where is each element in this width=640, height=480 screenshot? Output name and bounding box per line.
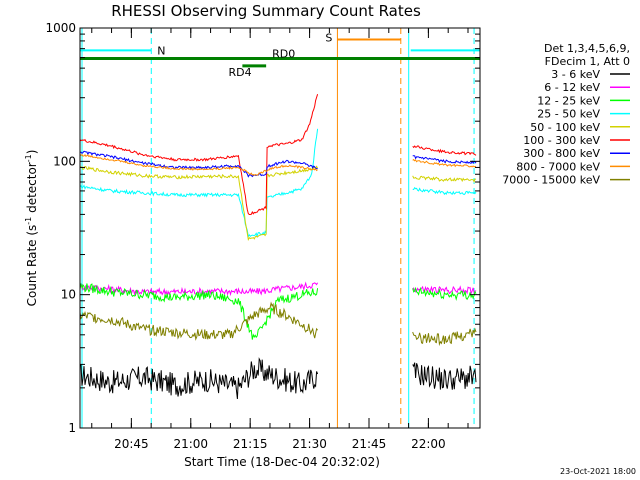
y-label-end: ) bbox=[25, 150, 39, 155]
x-axis: 20:45 21:00 21:15 21:30 21:45 22:00 bbox=[91, 28, 469, 451]
annotation-label-rd4: RD4 bbox=[229, 66, 252, 79]
legend-header-2: FDecim 1, Att 0 bbox=[545, 55, 630, 68]
series-line-50-100kev bbox=[79, 165, 319, 242]
x-tick-label: 22:00 bbox=[411, 437, 446, 451]
series-line-3-6kev-segment-2 bbox=[412, 362, 477, 390]
x-tick-label: 20:45 bbox=[114, 437, 149, 451]
series-line-800-7000kev bbox=[79, 153, 318, 176]
x-tick-label: 21:30 bbox=[292, 437, 327, 451]
series-line-25-50kev-segment-2 bbox=[412, 186, 477, 196]
x-axis-label: Start Time (18-Dec-04 20:32:02) bbox=[184, 455, 380, 469]
legend-label: 800 - 7000 keV bbox=[516, 160, 600, 173]
legend-label: 7000 - 15000 keV bbox=[502, 174, 600, 187]
y-label-sup2: -1 bbox=[24, 154, 33, 162]
legend-label: 100 - 300 keV bbox=[523, 134, 600, 147]
legend-label: 25 - 50 keV bbox=[537, 108, 600, 121]
footer-timestamp: 23-Oct-2021 18:00 bbox=[560, 467, 636, 476]
legend-header-1: Det 1,3,4,5,6,9, bbox=[544, 42, 630, 55]
x-tick-label: 21:45 bbox=[352, 437, 387, 451]
y-tick-label: 10 bbox=[61, 288, 76, 302]
series-layer bbox=[79, 94, 477, 400]
y-label-base: Count Rate (s bbox=[25, 225, 39, 307]
legend-label: 12 - 25 keV bbox=[537, 94, 600, 107]
series-line-100-300kev-segment-2 bbox=[412, 145, 477, 156]
series-line-12-25kev bbox=[79, 282, 319, 340]
annotation-label-n: N bbox=[157, 44, 165, 57]
series-line-12-25kev-segment-2 bbox=[412, 286, 477, 302]
x-tick-label: 21:00 bbox=[173, 437, 208, 451]
legend-label: 50 - 100 keV bbox=[530, 121, 600, 134]
y-label-mid: detector bbox=[25, 162, 39, 217]
legend-label: 3 - 6 keV bbox=[551, 68, 600, 81]
plot-frame bbox=[79, 27, 481, 429]
annotation-label-rd0: RD0 bbox=[272, 48, 295, 61]
y-tick-label: 100 bbox=[53, 154, 76, 168]
series-line-25-50kev bbox=[79, 128, 319, 238]
series-line-300-800kev bbox=[79, 150, 318, 178]
series-line-800-7000kev-segment-2 bbox=[412, 158, 477, 168]
legend: Det 1,3,4,5,6,9, FDecim 1, Att 0 3 - 6 k… bbox=[502, 42, 630, 187]
y-axis-label: Count Rate (s-1 detector-1) bbox=[24, 150, 39, 307]
annotation-label-s: S bbox=[325, 31, 332, 44]
series-line-100-300kev bbox=[79, 94, 319, 215]
legend-label: 300 - 800 keV bbox=[523, 147, 600, 160]
y-tick-label: 1000 bbox=[45, 21, 76, 35]
chart-title: RHESSI Observing Summary Count Rates bbox=[111, 2, 421, 20]
y-axis: 1 10 100 1000 bbox=[45, 21, 480, 435]
series-line-50-100kev-segment-2 bbox=[412, 175, 477, 183]
x-tick-label: 21:15 bbox=[233, 437, 268, 451]
legend-label: 6 - 12 keV bbox=[544, 81, 600, 94]
series-line-7000-15000kev bbox=[79, 301, 318, 341]
plot-area: N S RD0 RD4 1 10 100 1000 20:45 21:00 21:15 21:30… bbox=[45, 21, 481, 451]
series-line-6-12kev-segment-2 bbox=[412, 285, 477, 296]
annotations: N S RD0 RD4 bbox=[80, 28, 480, 428]
series-line-300-800kev-segment-2 bbox=[412, 155, 477, 165]
series-line-3-6kev bbox=[79, 357, 319, 400]
series-line-7000-15000kev-segment-2 bbox=[412, 327, 477, 347]
y-tick-label: 1 bbox=[68, 421, 76, 435]
y-label-sup1: -1 bbox=[24, 217, 33, 225]
